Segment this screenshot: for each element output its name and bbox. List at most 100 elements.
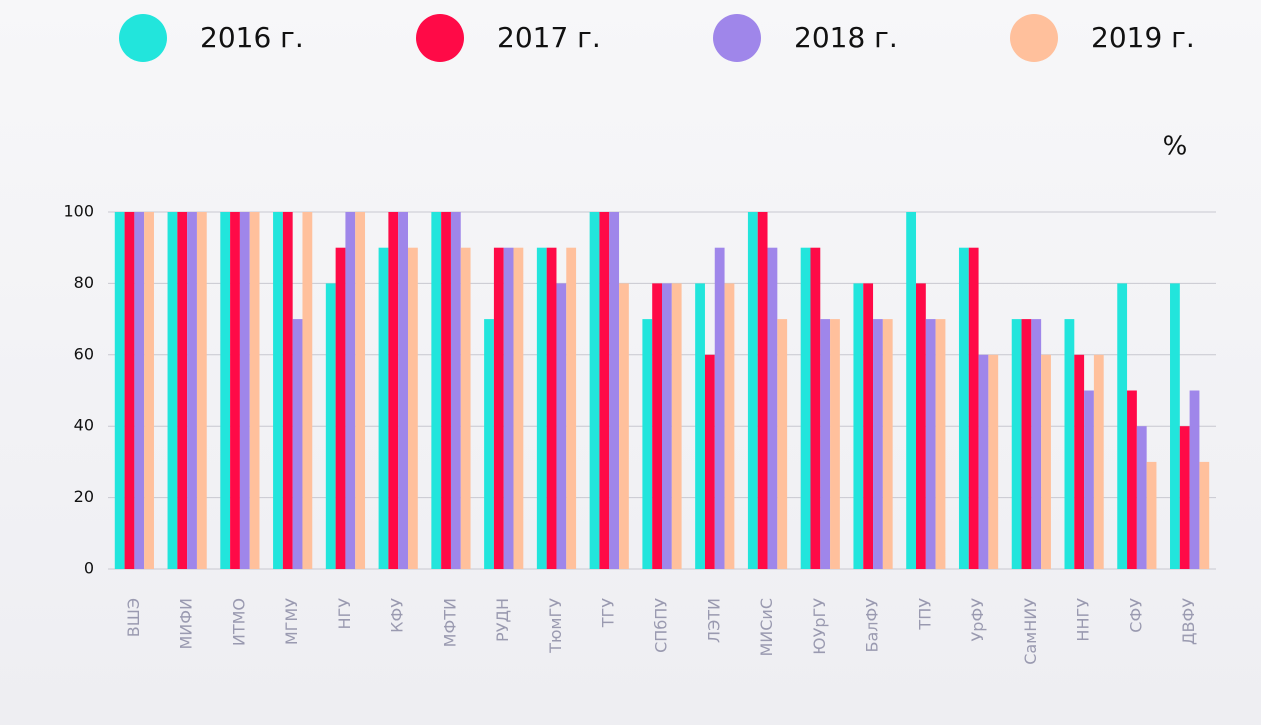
x-tick-label: МИСиС [757, 598, 776, 657]
x-tick-label: ННГУ [1074, 598, 1093, 642]
bar [724, 283, 735, 569]
bar [671, 283, 682, 569]
bar [599, 212, 610, 569]
x-tick-label: МФТИ [440, 598, 459, 647]
bar [609, 212, 620, 569]
bar [484, 319, 494, 569]
legend-swatch [713, 14, 761, 62]
x-tick-label: МГМУ [282, 598, 301, 645]
bar [503, 247, 514, 569]
bar [220, 212, 231, 569]
bar [652, 283, 662, 569]
bar [167, 212, 178, 569]
x-tick-label: ТюмГУ [546, 598, 565, 654]
bar [282, 212, 293, 569]
bar [906, 212, 917, 569]
bar [1021, 319, 1032, 569]
bar [1127, 390, 1137, 569]
x-tick-label: СФУ [1126, 598, 1145, 633]
bar [398, 212, 408, 569]
bar [1189, 390, 1200, 569]
bar [302, 212, 313, 569]
bar [144, 212, 154, 569]
bar [239, 212, 250, 569]
bar [589, 212, 600, 569]
legend-swatch [416, 14, 464, 62]
bar [345, 212, 356, 569]
bar [882, 319, 893, 569]
bar [114, 212, 125, 569]
legend-label: 2017 г. [497, 21, 601, 54]
bar [968, 247, 979, 569]
x-tick-label: НГУ [335, 598, 354, 630]
x-tick-label: СПбПУ [652, 598, 671, 653]
bar [830, 319, 840, 569]
x-tick-label: СамНИУ [1021, 598, 1040, 665]
bar [355, 212, 366, 569]
bar [292, 319, 303, 569]
bar [556, 283, 567, 569]
bar [820, 319, 831, 569]
bar [388, 212, 399, 569]
bar [988, 354, 999, 569]
legend-swatch [119, 14, 167, 62]
bar [958, 247, 969, 569]
bar [536, 247, 547, 569]
x-tick-label: ВШЭ [124, 598, 143, 637]
bar [177, 212, 188, 569]
bar [1084, 390, 1094, 569]
bar [925, 319, 936, 569]
bar [978, 354, 989, 569]
bar [1074, 354, 1085, 569]
x-tick-label: БалФУ [863, 598, 882, 653]
bar [249, 212, 260, 569]
bar [441, 212, 451, 569]
x-tick-label: ЛЭТИ [704, 598, 723, 643]
bar [450, 212, 461, 569]
bar [460, 247, 471, 569]
bar [196, 212, 207, 569]
bar [378, 247, 389, 569]
y-tick-label: 0 [84, 559, 94, 578]
bar [662, 283, 672, 569]
x-tick-label: РУДН [493, 598, 512, 642]
x-tick-label: УрФУ [968, 598, 987, 642]
bar [1146, 461, 1157, 569]
bar [757, 212, 768, 569]
bar [916, 283, 926, 569]
bar [1041, 354, 1051, 569]
bar [695, 283, 705, 569]
bar [325, 283, 336, 569]
bar [747, 212, 758, 569]
bar [187, 212, 197, 569]
x-tick-label: ЮУрГУ [810, 598, 829, 655]
bar [714, 247, 725, 569]
bar [134, 212, 145, 569]
bar [1179, 426, 1190, 569]
bar [335, 247, 346, 569]
bar [1117, 283, 1128, 569]
bar [935, 319, 946, 569]
bar [863, 283, 874, 569]
legend-label: 2018 г. [794, 21, 898, 54]
y-tick-label: 100 [63, 202, 94, 221]
bar [124, 212, 135, 569]
bar [493, 247, 504, 569]
bar [1199, 461, 1210, 569]
bar [767, 247, 778, 569]
x-tick-label: ИТМО [229, 598, 248, 646]
x-tick-label: КФУ [388, 598, 407, 633]
y-tick-label: 60 [74, 344, 94, 363]
y-tick-label: 80 [74, 273, 94, 292]
x-tick-label: ТПУ [915, 598, 934, 631]
bar [566, 247, 577, 569]
legend-swatch [1010, 14, 1058, 62]
bar [810, 247, 821, 569]
bar [619, 283, 629, 569]
legend-label: 2019 г. [1091, 21, 1195, 54]
bar [873, 319, 883, 569]
bar [704, 354, 715, 569]
legend-label: 2016 г. [200, 21, 304, 54]
y-axis-label: % [1163, 132, 1188, 162]
